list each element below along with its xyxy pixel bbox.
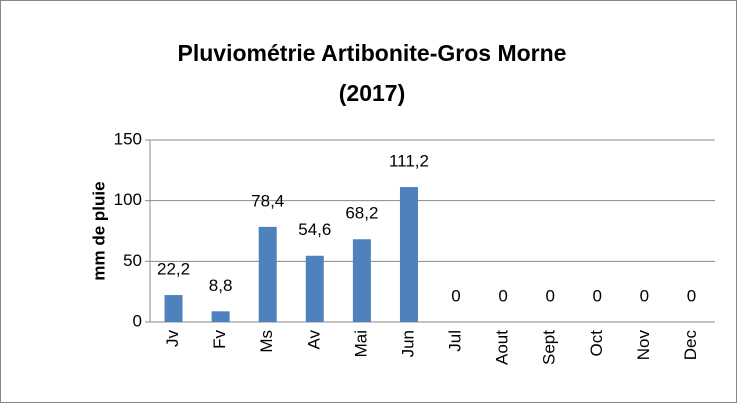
bar <box>399 187 418 322</box>
x-tick-label: Oct <box>587 330 606 357</box>
bar <box>352 239 371 322</box>
data-label: 0 <box>545 286 554 305</box>
x-tick-label: Jun <box>398 330 417 357</box>
y-axis-label: mm de pluie <box>89 181 108 280</box>
data-label: 54,6 <box>298 220 331 239</box>
data-label: 22,2 <box>157 260 190 279</box>
x-tick-label: Ms <box>257 330 276 353</box>
y-tick-label: 0 <box>133 311 142 330</box>
data-label: 78,4 <box>251 191 284 210</box>
x-tick-label: Sept <box>540 330 559 365</box>
bar <box>305 255 324 322</box>
data-label: 0 <box>498 286 507 305</box>
x-tick-label: Aout <box>493 330 512 365</box>
x-tick-label: Av <box>304 330 323 350</box>
bar <box>258 226 277 322</box>
y-tick-label: 100 <box>114 190 142 209</box>
data-label: 0 <box>451 286 460 305</box>
data-label: 0 <box>687 286 696 305</box>
x-tick-label: Jv <box>163 330 182 348</box>
bar <box>211 311 230 322</box>
chart-title: (2017) <box>339 80 405 106</box>
data-label: 0 <box>640 286 649 305</box>
x-tick-label: Fv <box>210 330 229 349</box>
y-tick-label: 150 <box>114 129 142 148</box>
x-tick-label: Nov <box>634 330 653 361</box>
x-tick-label: Mai <box>351 330 370 357</box>
data-label: 0 <box>593 286 602 305</box>
data-label: 111,2 <box>389 152 429 171</box>
x-tick-label: Dec <box>681 330 700 361</box>
chart-title: Pluviométrie Artibonite-Gros Morne <box>178 40 567 66</box>
data-label: 68,2 <box>345 204 378 223</box>
bar <box>164 295 183 322</box>
x-tick-label: Jul <box>446 330 465 352</box>
data-label: 8,8 <box>209 276 233 295</box>
y-tick-label: 50 <box>123 251 142 270</box>
